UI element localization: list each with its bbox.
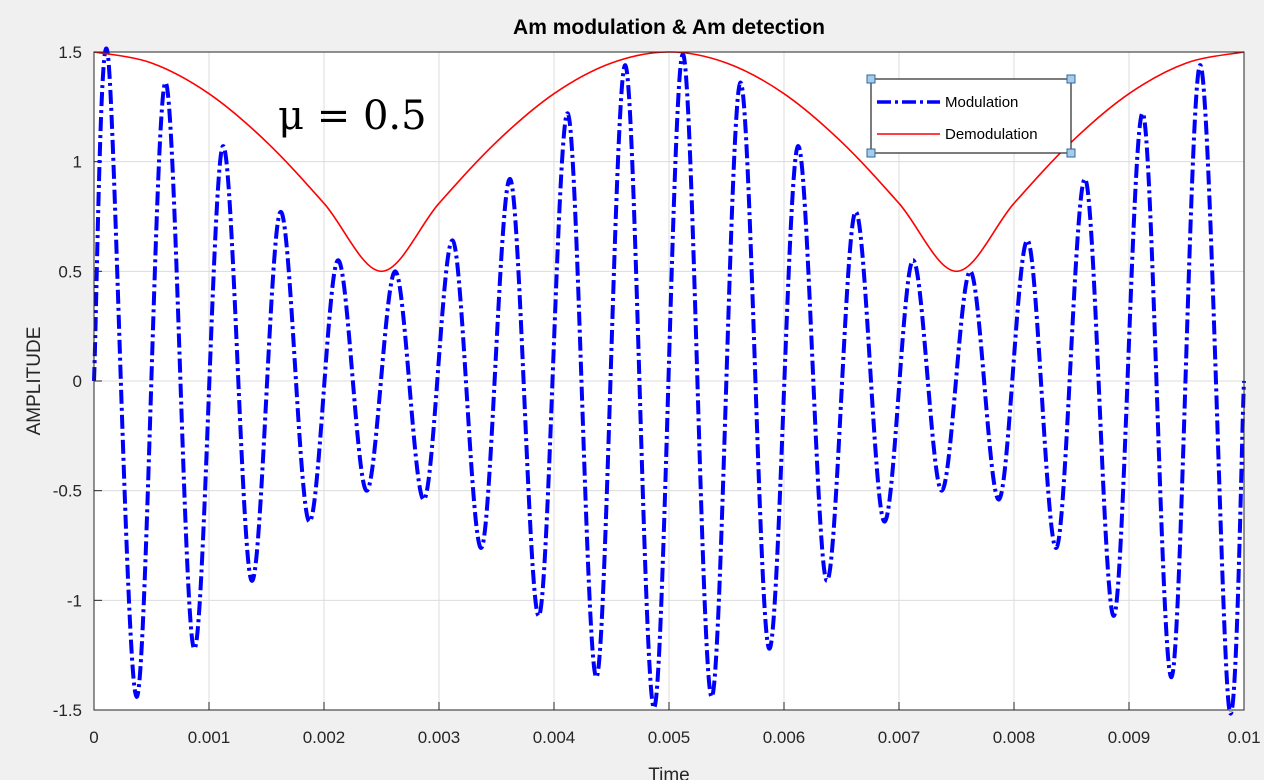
legend-handle-bottom-left[interactable] [866, 148, 876, 158]
y-tick-label: -1 [67, 591, 82, 610]
x-tick-label: 0.01 [1227, 728, 1260, 747]
legend-handle-top-right[interactable] [1066, 74, 1076, 84]
legend-modulation-label: Modulation [945, 94, 1018, 111]
x-tick-label: 0.001 [188, 728, 231, 747]
y-tick-label: -1.5 [53, 701, 82, 720]
legend-demodulation-label: Demodulation [945, 126, 1038, 143]
x-axis-label: Time [648, 765, 690, 780]
legend-box [870, 78, 1072, 154]
x-tick-label: 0.003 [418, 728, 461, 747]
legend-handle-bottom-right[interactable] [1066, 148, 1076, 158]
y-axis-label: AMPLITUDE [24, 327, 45, 436]
y-tick-label: 0 [73, 372, 82, 391]
mu-annotation: μ = 0.5 [278, 93, 427, 139]
x-tick-label: 0 [89, 728, 98, 747]
x-tick-label: 0.006 [763, 728, 806, 747]
series-line-modulation [92, 46, 1246, 716]
tick-marks [93, 51, 1245, 711]
x-tick-label: 0.008 [993, 728, 1036, 747]
y-tick-label: -0.5 [53, 482, 82, 501]
y-tick-label: 0.5 [58, 262, 82, 281]
x-tick-label: 0.002 [303, 728, 346, 747]
x-tick-label: 0.007 [878, 728, 921, 747]
chart-title: Am modulation & Am detection [513, 16, 825, 39]
legend[interactable]: Modulation Demodulation [866, 74, 1076, 158]
x-tick-label: 0.004 [533, 728, 576, 747]
y-tick-label: 1 [73, 153, 82, 172]
x-tick-label: 0.009 [1108, 728, 1151, 747]
x-tick-label: 0.005 [648, 728, 691, 747]
y-tick-label: 1.5 [58, 43, 82, 62]
legend-handle-top-left[interactable] [866, 74, 876, 84]
